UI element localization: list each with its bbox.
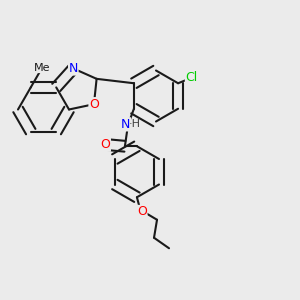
Text: Cl: Cl bbox=[185, 71, 198, 84]
Text: N: N bbox=[121, 118, 130, 131]
Text: O: O bbox=[137, 206, 147, 218]
Text: O: O bbox=[89, 98, 99, 111]
Text: Me: Me bbox=[34, 62, 50, 73]
Text: N: N bbox=[69, 62, 78, 75]
Text: ·H: ·H bbox=[128, 119, 140, 129]
Text: O: O bbox=[100, 138, 110, 151]
